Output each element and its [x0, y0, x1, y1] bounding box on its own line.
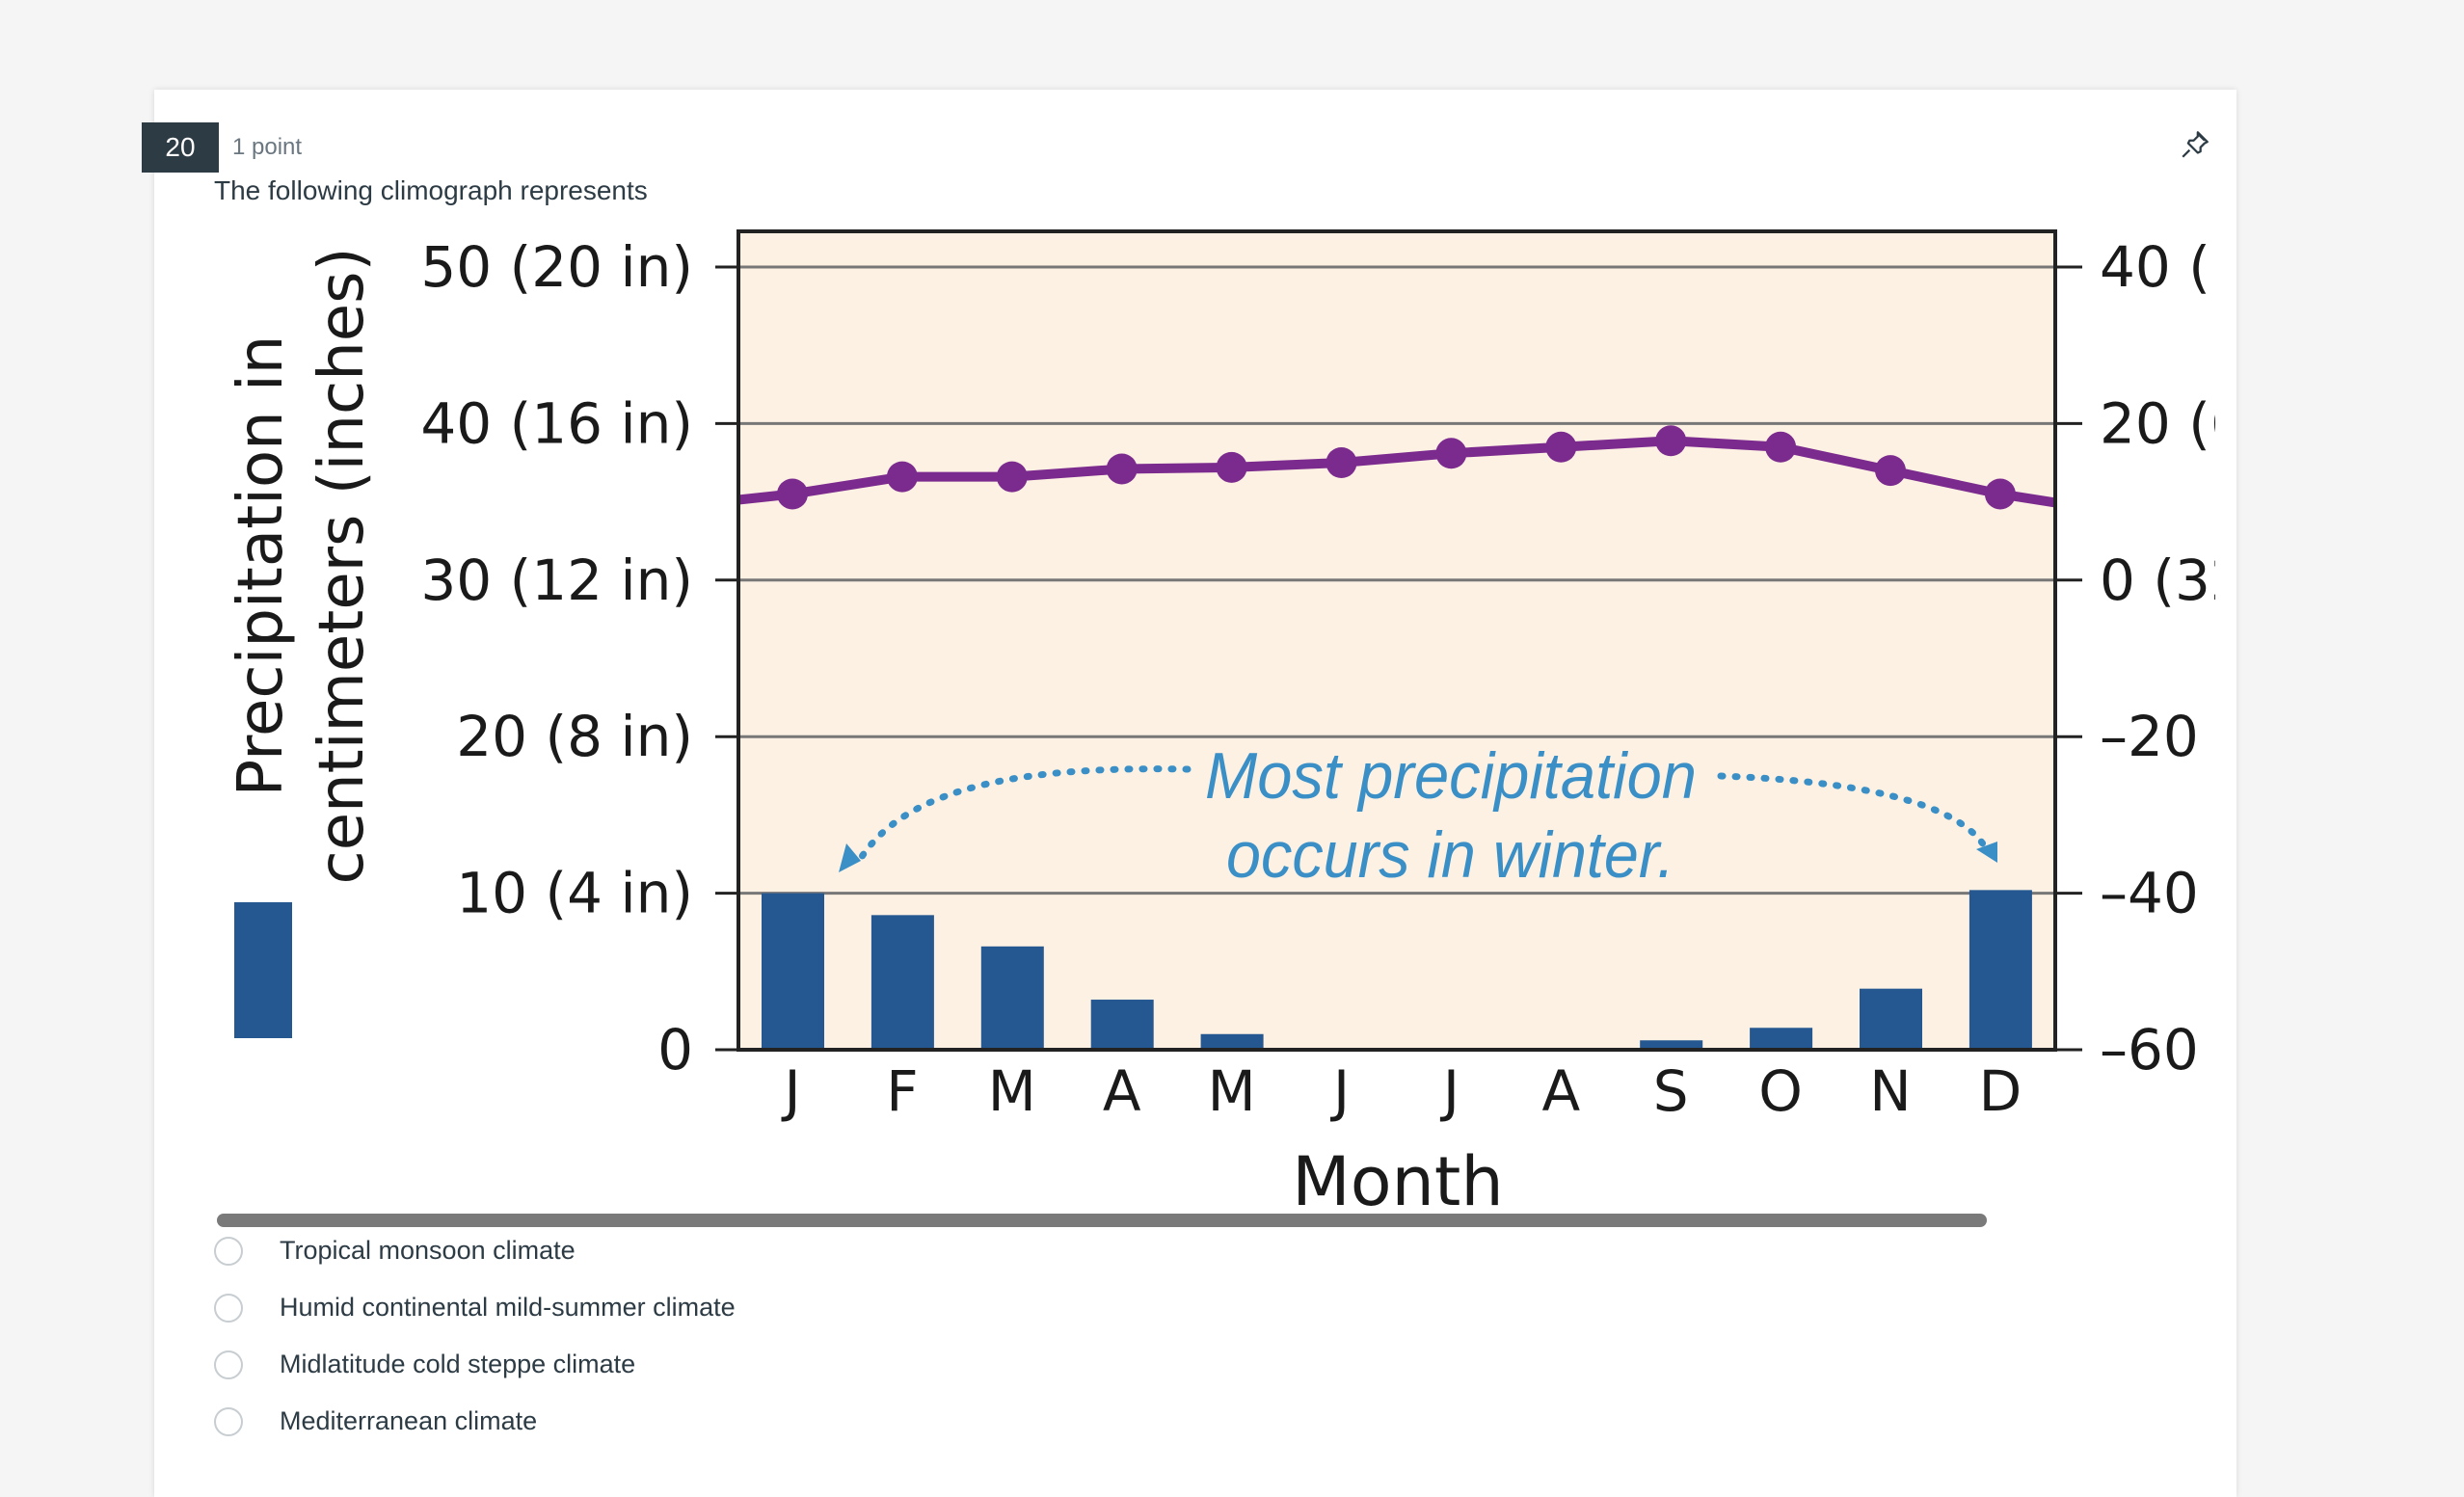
- month-label: J: [1440, 1058, 1460, 1124]
- precipitation-bar: [1969, 890, 2032, 1050]
- precipitation-bar: [1640, 1040, 1703, 1050]
- radio-button[interactable]: [214, 1406, 243, 1436]
- temperature-point: [777, 478, 808, 510]
- temperature-line: [737, 436, 2056, 508]
- answer-option-label: Mediterranean climate: [280, 1406, 538, 1435]
- temperature-point: [1435, 438, 1467, 469]
- question-points: 1 point: [232, 134, 303, 160]
- right-tick-label: –20 (: [2100, 704, 2238, 769]
- month-label: A: [1541, 1058, 1580, 1124]
- answer-option-label: Midlatitude cold steppe climate: [280, 1350, 636, 1378]
- answer-option-label: Tropical monsoon climate: [280, 1236, 576, 1265]
- left-tick-label: 0: [657, 1017, 693, 1083]
- temperature-point: [1326, 447, 1357, 478]
- question-text: The following climograph represents: [214, 175, 648, 205]
- month-label: J: [1330, 1058, 1350, 1124]
- horizontal-scrollbar[interactable]: [217, 1214, 1987, 1227]
- right-tick-label: 0 (32: [2100, 548, 2246, 613]
- y-axis-title-line2: centimeters (inches): [307, 248, 378, 885]
- answer-option[interactable]: Midlatitude cold steppe climate: [214, 1350, 635, 1379]
- answer-option[interactable]: Humid continental mild-summer climate: [214, 1293, 736, 1323]
- answer-option-label: Humid continental mild-summer climate: [280, 1293, 736, 1322]
- precipitation-bar: [762, 893, 824, 1050]
- month-label: D: [1979, 1058, 2022, 1124]
- precipitation-bar: [870, 915, 934, 1050]
- month-label: J: [781, 1058, 800, 1124]
- temperature-point: [1216, 451, 1247, 483]
- answer-option[interactable]: Mediterranean climate: [214, 1406, 537, 1436]
- precipitation-bar: [1090, 1000, 1154, 1050]
- precipitation-bar: [980, 946, 1044, 1050]
- temperature-point: [1106, 453, 1138, 485]
- left-tick-label: 30 (12 in): [420, 548, 693, 613]
- right-tick-label: –60 (: [2100, 1017, 2238, 1083]
- radio-button[interactable]: [214, 1293, 243, 1323]
- month-label: M: [1208, 1058, 1256, 1124]
- x-axis-title: Month: [1292, 1142, 1503, 1221]
- plot-frame: [737, 229, 2057, 1052]
- temperature-point: [996, 461, 1028, 493]
- answer-option[interactable]: Tropical monsoon climate: [214, 1236, 576, 1266]
- left-tick-label: 20 (8 in): [456, 704, 693, 769]
- temperature-point: [1875, 455, 1906, 487]
- temperature-point: [1984, 478, 2016, 510]
- question-number-badge: 20: [142, 122, 219, 173]
- month-label: O: [1758, 1058, 1803, 1124]
- annotation-arrow-right: [1717, 772, 1990, 852]
- temperature-point: [1655, 425, 1687, 457]
- month-label: M: [988, 1058, 1036, 1124]
- annotation-line2: occurs in winter.: [1226, 818, 1674, 892]
- right-tick-label: 40 (1: [2100, 234, 2246, 300]
- temperature-point: [1765, 431, 1797, 463]
- radio-button[interactable]: [214, 1350, 243, 1379]
- temperature-point: [886, 461, 918, 493]
- right-tick-label: 20 (6: [2100, 390, 2246, 456]
- climograph-chart: 0 –60 ( 10 (4 in) –40 ( 20 (8 in) –20 ( 30 (12…: [226, 229, 2246, 1221]
- left-tick-label: 10 (4 in): [456, 861, 693, 926]
- arrowhead-right: [1976, 842, 1997, 863]
- precipitation-legend-swatch: [234, 902, 292, 1038]
- radio-button[interactable]: [214, 1236, 243, 1266]
- annotation-line1: Most precipitation: [1205, 739, 1697, 813]
- pushpin-icon[interactable]: [2179, 128, 2211, 161]
- temperature-point: [1545, 431, 1577, 463]
- month-label: N: [1869, 1058, 1911, 1124]
- precipitation-bar: [1750, 1028, 1813, 1050]
- month-label: A: [1103, 1058, 1141, 1124]
- left-tick-label: 40 (16 in): [420, 390, 693, 456]
- plot-background: [738, 231, 2055, 1050]
- precipitation-bar: [1200, 1033, 1264, 1050]
- precipitation-bar: [1860, 988, 1922, 1050]
- arrowhead-left: [839, 843, 861, 872]
- y-axis-title-line1: Precipitation in: [226, 335, 297, 797]
- left-tick-label: 50 (20 in): [420, 234, 693, 300]
- month-label: F: [886, 1058, 918, 1124]
- annotation-arrow-left: [854, 765, 1192, 867]
- month-label: S: [1653, 1058, 1689, 1124]
- right-tick-label: –40 (: [2100, 861, 2238, 926]
